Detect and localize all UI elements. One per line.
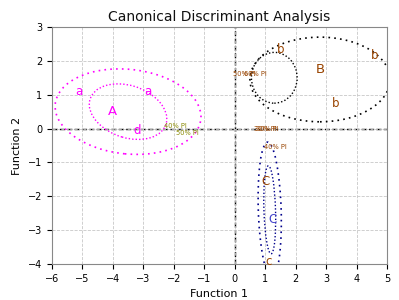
Text: 40% PI: 40% PI [265,144,287,150]
Text: a: a [76,85,83,98]
Text: C: C [269,214,277,226]
Text: C: C [262,175,270,188]
Y-axis label: Function 2: Function 2 [12,116,22,175]
Text: a: a [144,85,152,98]
Text: 40% PI: 40% PI [164,123,187,129]
Text: 60% PI: 60% PI [244,71,267,77]
Text: B: B [316,63,324,76]
Title: Canonical Discriminant Analysis: Canonical Discriminant Analysis [108,11,331,24]
Text: 30% PI: 30% PI [255,126,277,132]
Text: 50% PI: 50% PI [176,130,199,136]
Text: b: b [277,43,284,56]
X-axis label: Function 1: Function 1 [190,289,249,299]
Text: c: c [265,255,271,268]
Text: 30% PI: 30% PI [256,126,279,132]
Text: b: b [371,49,379,62]
Text: A: A [108,105,117,118]
Text: 50% PI: 50% PI [233,71,256,77]
Text: b: b [332,97,339,110]
Text: d: d [133,124,141,137]
